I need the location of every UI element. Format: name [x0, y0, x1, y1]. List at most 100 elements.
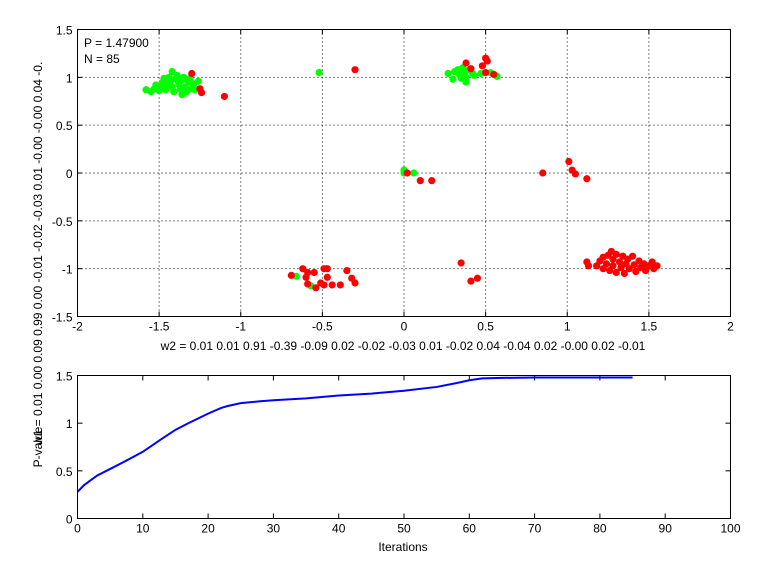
- scatter-point-red: [584, 262, 593, 270]
- scatter-point-red: [323, 273, 331, 281]
- scatter-point-green: [410, 169, 418, 177]
- scatter-point-red: [467, 277, 475, 285]
- x-tick-label: -1: [235, 320, 246, 334]
- x-tick-label: 60: [463, 522, 477, 536]
- scatter-point-red: [482, 68, 490, 77]
- y-tick-label: 1.5: [56, 370, 73, 384]
- scatter-point-red: [287, 271, 295, 279]
- y-tick-label: 0.5: [56, 119, 73, 133]
- annotation-p-value: P = 1.47900: [84, 36, 149, 50]
- x-tick-label: -2: [72, 320, 83, 334]
- scatter-point-red: [336, 281, 344, 289]
- scatter-point-red: [483, 57, 491, 65]
- scatter-point-red: [403, 169, 411, 177]
- x-tick-label: 80: [593, 522, 607, 536]
- y-tick-label: 0: [66, 167, 73, 181]
- x-tick-label: 90: [659, 522, 673, 536]
- scatter-point-red: [197, 89, 206, 97]
- scatter-point-red: [299, 265, 307, 273]
- scatter-point-red: [478, 62, 486, 70]
- y-tick-label: -1.5: [52, 311, 73, 325]
- scatter-point-green: [444, 69, 452, 78]
- scatter-point-green: [315, 68, 323, 77]
- scatter-point-green: [173, 71, 181, 80]
- scatter-point-red: [310, 268, 318, 277]
- y-tick-label: 0: [66, 513, 73, 527]
- scatter-point-red: [302, 273, 310, 281]
- x-tick-label: 1.5: [641, 320, 658, 334]
- x-tick-label: 30: [267, 522, 281, 536]
- scatter-point-green: [170, 88, 178, 96]
- axes-0-box: [77, 29, 731, 317]
- scatter-point-red: [220, 92, 229, 101]
- y-axis-label-w1: w1 = 0.01 0.00 0.09 0.99 0.00 -0.01 -0.0…: [31, 62, 45, 446]
- x-tick-label: -0.5: [312, 320, 333, 334]
- x-tick-label: 20: [201, 522, 215, 536]
- scatter-point-red: [462, 59, 470, 67]
- scatter-point-red: [351, 66, 359, 74]
- p-value-line: [76, 376, 633, 493]
- scatter-point-green: [194, 77, 202, 85]
- y-tick-label: -0.5: [52, 215, 73, 229]
- x-tick-label: 100: [720, 522, 740, 536]
- x-tick-label: -1.5: [149, 320, 170, 334]
- scatter-point-red: [628, 252, 637, 260]
- scatter-point-green: [462, 78, 470, 86]
- scatter-point-red: [630, 261, 638, 269]
- y-tick-label: 1: [66, 71, 73, 85]
- scatter-point-red: [467, 65, 475, 73]
- scatter-point-red: [416, 177, 424, 185]
- x-tick-label: 0: [401, 320, 408, 334]
- scatter-point-green: [178, 90, 186, 99]
- x-axis-label-w2: w2 = 0.01 0.01 0.91 -0.39 -0.09 0.02 -0.…: [160, 339, 646, 353]
- scatter-point-red: [602, 260, 611, 268]
- scatter-point-red: [617, 264, 625, 272]
- scatter-point-red: [615, 258, 624, 266]
- scatter-point-red: [323, 265, 331, 273]
- y-axis-label-p-value: P-value: [31, 426, 45, 467]
- scatter-point-red: [188, 69, 196, 78]
- scatter-point-red: [648, 258, 656, 266]
- scatter-point-red: [473, 274, 482, 282]
- y-tick-label: 1.5: [56, 24, 73, 38]
- axes-1-box: [77, 375, 731, 519]
- scatter-point-red: [490, 70, 498, 79]
- x-tick-label: 10: [136, 522, 150, 536]
- scatter-point-green: [449, 75, 457, 83]
- scatter-point-red: [328, 281, 336, 289]
- scatter-point-red: [428, 177, 436, 185]
- scatter-point-red: [653, 262, 661, 270]
- x-tick-label: 0: [74, 522, 81, 536]
- scatter-point-red: [320, 281, 328, 289]
- scatter-point-red: [571, 170, 580, 178]
- x-tick-label: 1: [564, 320, 571, 334]
- x-tick-label: 50: [397, 522, 411, 536]
- scatter-point-red: [539, 169, 547, 177]
- scatter-point-red: [625, 265, 633, 273]
- annotation-n: N = 85: [84, 52, 120, 66]
- scatter-point-red: [312, 284, 320, 292]
- y-tick-label: -1: [62, 263, 73, 277]
- scatter-point-green: [162, 86, 170, 94]
- x-tick-label: 40: [332, 522, 346, 536]
- x-axis-label-iterations: Iterations: [378, 540, 427, 554]
- scatter-point-green: [168, 67, 176, 76]
- scatter-point-red: [612, 268, 620, 277]
- scatter-point-red: [632, 267, 640, 276]
- x-tick-label: 0.5: [477, 320, 494, 334]
- x-tick-label: 70: [528, 522, 542, 536]
- scatter-point-red: [343, 266, 351, 275]
- scatter-point-red: [607, 247, 615, 256]
- y-tick-label: 1: [66, 417, 73, 431]
- scatter-point-red: [583, 175, 591, 183]
- scatter-point-red: [304, 280, 312, 288]
- axes-1: [77, 375, 731, 519]
- scatter-point-red: [620, 269, 628, 278]
- scatter-point-green: [180, 73, 188, 81]
- scatter-point-green: [470, 71, 478, 80]
- scatter-point-red: [565, 157, 573, 166]
- scatter-point-red: [609, 262, 617, 270]
- y-tick-label: 0.5: [56, 465, 73, 479]
